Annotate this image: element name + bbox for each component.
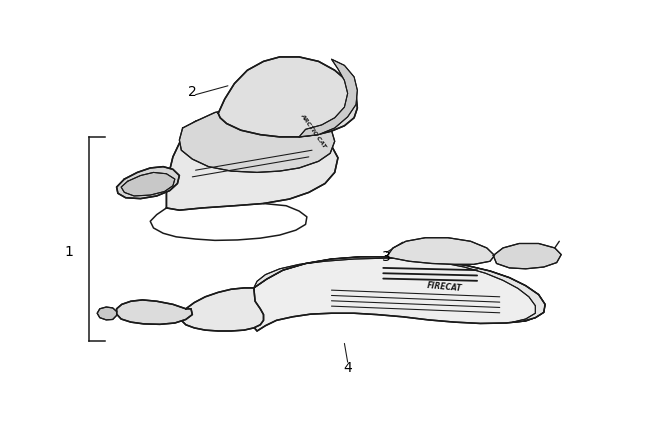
Polygon shape — [387, 238, 495, 264]
Polygon shape — [116, 167, 179, 198]
Polygon shape — [179, 106, 335, 173]
Polygon shape — [121, 173, 175, 196]
Text: ARCTIC CAT: ARCTIC CAT — [300, 113, 327, 149]
Text: 2: 2 — [188, 85, 197, 99]
Text: 4: 4 — [343, 361, 352, 375]
Polygon shape — [218, 57, 358, 137]
Polygon shape — [250, 257, 545, 331]
Polygon shape — [166, 114, 338, 210]
Polygon shape — [493, 244, 561, 269]
Polygon shape — [116, 300, 192, 325]
Text: FIRECAT: FIRECAT — [427, 281, 463, 293]
Text: 1: 1 — [65, 245, 74, 259]
Polygon shape — [181, 288, 263, 331]
Polygon shape — [98, 307, 116, 320]
Text: 3: 3 — [382, 250, 391, 264]
Polygon shape — [299, 59, 358, 137]
Polygon shape — [254, 257, 545, 322]
